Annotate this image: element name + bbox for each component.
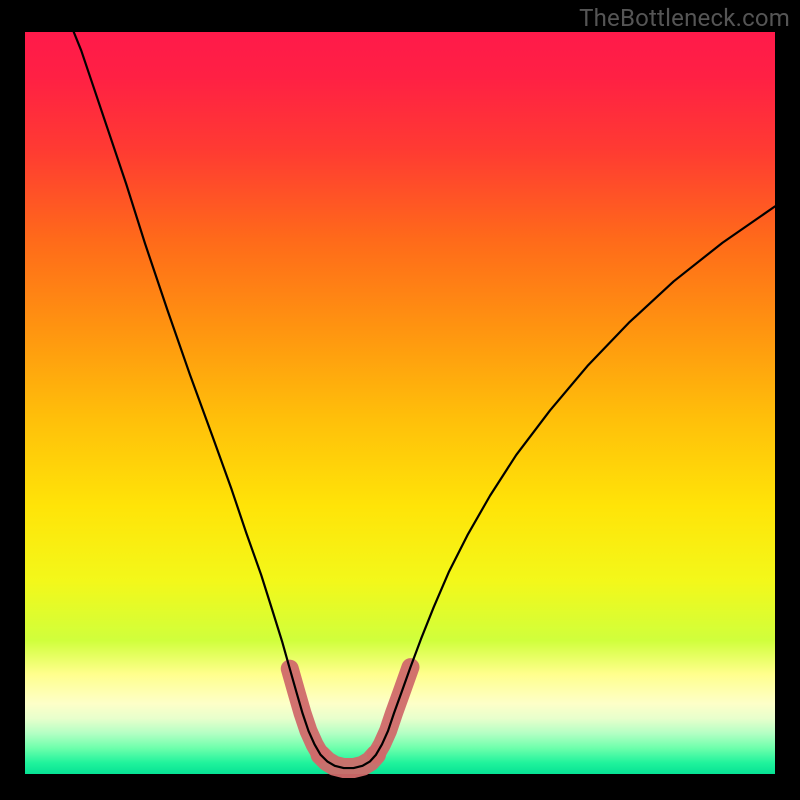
watermark-text: TheBottleneck.com bbox=[579, 4, 790, 32]
plot-background bbox=[25, 32, 775, 774]
bottleneck-curve-chart bbox=[0, 0, 800, 800]
chart-stage: TheBottleneck.com bbox=[0, 0, 800, 800]
